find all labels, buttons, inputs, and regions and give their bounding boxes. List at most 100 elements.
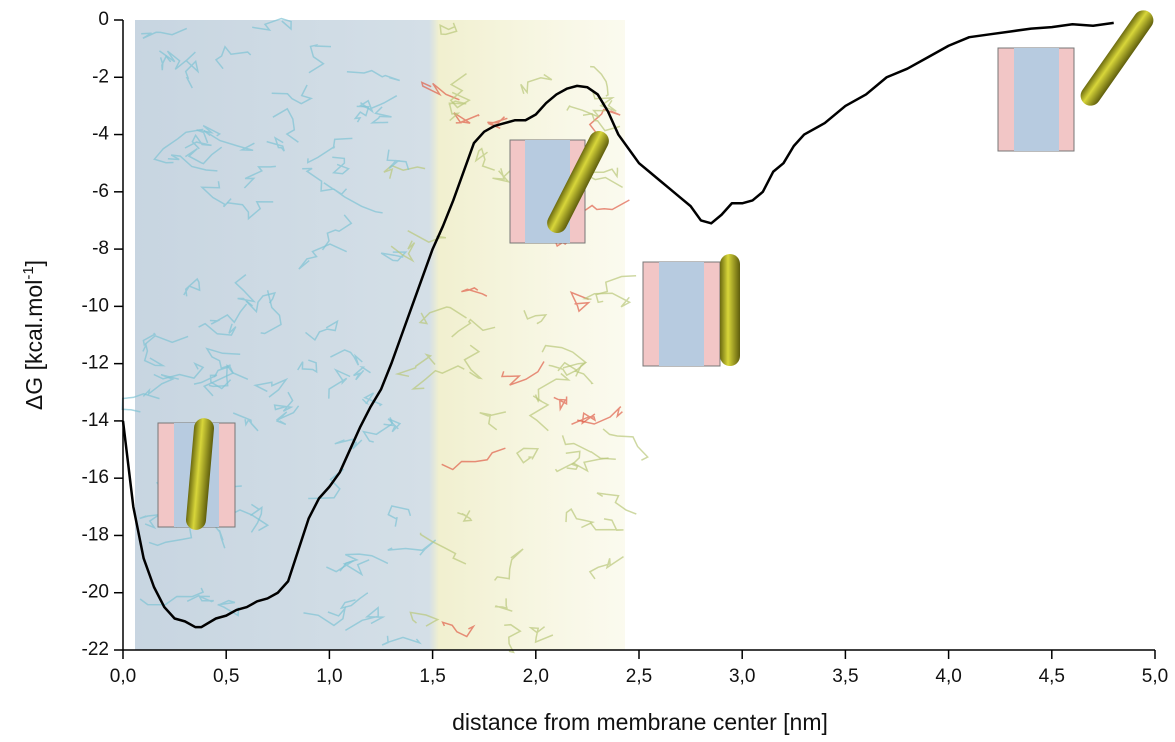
- lipid-strand: [232, 412, 259, 432]
- x-tick-label: 1,5: [419, 666, 445, 687]
- lipid-strand: [565, 507, 595, 529]
- x-tick-label: 0,0: [110, 666, 136, 687]
- lipid-strand: [330, 349, 363, 366]
- lipid-strand: [409, 611, 440, 627]
- y-axis-title-superscript: -1: [20, 266, 37, 279]
- x-tick-label: 4,5: [1039, 666, 1065, 687]
- lipid-strand: [453, 112, 480, 124]
- plot: 0 -2 -4 -6 -8 -10 -12 -14 -16 -18 -20 -220,0 0,5 1,0 1…: [82, 9, 1169, 687]
- lipid-strand: [141, 27, 188, 39]
- lipid-strand: [308, 43, 332, 74]
- lipid-strand: [167, 154, 218, 172]
- inset-core: [659, 262, 704, 366]
- inset: [509, 131, 609, 244]
- lipid-strand: [418, 306, 467, 325]
- inset: [157, 418, 236, 530]
- lipid-strand: [184, 133, 212, 150]
- lipid-strand: [272, 107, 299, 143]
- y-tick-label: -12: [82, 353, 109, 374]
- lipid-strand: [333, 188, 383, 214]
- lipid-strand: [216, 599, 240, 617]
- lipid-strand: [142, 342, 166, 367]
- lipid-strand: [386, 149, 410, 171]
- lipid-strand: [353, 366, 371, 381]
- lipid-strand: [410, 365, 465, 390]
- lipid-strand: [250, 503, 263, 533]
- lipid-strand: [588, 555, 624, 580]
- y-axis-title-suffix: ]: [21, 260, 47, 266]
- lipid-strand: [253, 377, 289, 398]
- lipid-strand: [159, 54, 172, 71]
- lipid-strand: [331, 156, 350, 175]
- x-axis-title: distance from membrane center [nm]: [452, 709, 828, 735]
- lipid-strand: [297, 359, 318, 374]
- lipid-strand: [148, 518, 193, 547]
- lipid-layer: [135, 20, 625, 650]
- y-tick-label: -16: [82, 467, 109, 488]
- lipid-strand: [571, 411, 597, 425]
- lipid-strand: [139, 587, 205, 606]
- lipid-strand: [266, 136, 285, 152]
- lipid-strand: [345, 606, 386, 632]
- lipid-strand: [328, 368, 351, 399]
- lipid-strand: [602, 428, 649, 461]
- lipid-strand: [569, 291, 591, 313]
- lipid-strand: [196, 124, 222, 144]
- y-tick-label: -10: [82, 295, 109, 316]
- lipid-strand: [200, 181, 232, 208]
- x-tick-label: 4,0: [935, 666, 961, 687]
- lipid-strand: [305, 319, 339, 342]
- lipid-strands: [121, 17, 649, 654]
- lipid-strand: [302, 167, 336, 192]
- series-line: [121, 21, 1114, 629]
- x-tick-label: 3,5: [832, 666, 858, 687]
- x-tick-label: 2,0: [523, 666, 549, 687]
- lipid-strand: [474, 147, 495, 171]
- lipid-strand: [153, 361, 205, 380]
- lipid-strand: [186, 594, 215, 603]
- y-tick-label: -18: [82, 524, 109, 545]
- lipid-strand: [260, 290, 282, 335]
- lipid-strand: [184, 59, 200, 89]
- lipid-strand: [359, 95, 398, 114]
- inset: [997, 10, 1154, 152]
- lipid-strand: [528, 626, 554, 644]
- lipid-strand: [273, 391, 294, 412]
- lipid-strand: [562, 362, 594, 385]
- lipid-strand: [298, 243, 348, 270]
- lipid-strand: [441, 621, 476, 638]
- lipid-strand: [492, 168, 512, 183]
- lipid-strand: [457, 510, 473, 522]
- nanotube: [185, 418, 215, 530]
- lipid-strand: [390, 240, 416, 263]
- lipid-strand: [515, 447, 540, 464]
- lipid-strand: [387, 505, 412, 527]
- lipid-strand: [561, 435, 616, 460]
- lipid-strand: [142, 332, 189, 347]
- lipid-strand: [183, 277, 201, 297]
- lipid-strand: [439, 22, 458, 36]
- lipid-strand: [589, 518, 624, 531]
- y-tick-label: -14: [82, 410, 110, 431]
- lipid-strand: [361, 392, 383, 407]
- lipid-strand: [548, 361, 579, 377]
- y-tick-label: -8: [92, 238, 109, 259]
- lipid-strand: [504, 623, 522, 654]
- lipid-strand: [441, 447, 506, 471]
- inset-core: [1014, 48, 1059, 151]
- lipid-strand: [520, 73, 553, 95]
- lipid-strand: [353, 105, 370, 123]
- lipid-strand: [362, 417, 394, 443]
- y-tick-label: -22: [82, 639, 109, 660]
- lipid-strand: [534, 372, 571, 403]
- lipid-strand: [566, 105, 606, 118]
- lipid-strand: [479, 411, 506, 431]
- lipid-strand: [370, 106, 392, 124]
- lipid-strand: [383, 418, 402, 433]
- lipid-strand: [252, 17, 292, 32]
- lipid-strand: [326, 559, 370, 577]
- lipid-strand: [303, 605, 347, 627]
- lipid-strand: [380, 251, 408, 262]
- lipid-strand: [528, 395, 550, 432]
